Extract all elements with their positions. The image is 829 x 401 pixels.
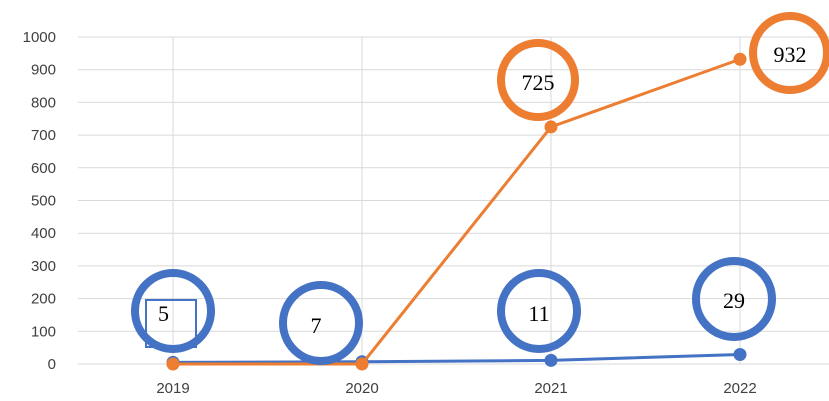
- y-tick-label: 200: [31, 291, 56, 308]
- y-tick-label: 900: [31, 62, 56, 79]
- y-tick-label: 500: [31, 193, 56, 210]
- annotation-circle: [497, 39, 579, 121]
- series-1-point: [544, 353, 558, 367]
- series-1-point: [733, 348, 747, 362]
- y-tick-label: 300: [31, 258, 56, 275]
- data-label: 29: [723, 288, 745, 313]
- data-label: 932: [774, 42, 807, 67]
- data-label: 7: [311, 313, 322, 338]
- x-tick-label: 2020: [345, 380, 378, 397]
- annotation-circle: [749, 12, 829, 94]
- x-tick-label: 2022: [723, 380, 756, 397]
- data-label: 11: [528, 301, 549, 326]
- annotation-circle: [131, 269, 215, 353]
- y-tick-label: 1000: [23, 29, 56, 46]
- annotation-circle: [692, 257, 776, 341]
- series-2-point: [733, 52, 747, 66]
- y-tick-label: 400: [31, 225, 56, 242]
- y-tick-label: 700: [31, 127, 56, 144]
- gridlines: [78, 36, 829, 365]
- data-label: 5: [158, 301, 169, 326]
- data-label-annotations: 5 7 11 29 725 932: [131, 12, 829, 365]
- series: [166, 52, 747, 371]
- y-tick-label: 800: [31, 94, 56, 111]
- series-2-point: [355, 357, 369, 371]
- series-1-line: [172, 353, 741, 364]
- x-tick-label: 2019: [156, 380, 189, 397]
- series-2-point: [544, 120, 558, 134]
- y-tick-label: 0: [48, 356, 56, 373]
- y-axis-tick-labels: 0 100 200 300 400 500 600 700 800 900 1000: [23, 29, 56, 373]
- x-axis-tick-labels: 2019 2020 2021 2022: [156, 380, 756, 397]
- y-tick-label: 600: [31, 160, 56, 177]
- series-2-line: [173, 57, 741, 366]
- data-label: 725: [522, 70, 555, 95]
- annotation-circle: [497, 269, 581, 353]
- series-2-point: [166, 357, 180, 371]
- annotation-circle: [279, 281, 363, 365]
- x-tick-label: 2021: [534, 380, 567, 397]
- y-tick-label: 100: [31, 323, 56, 340]
